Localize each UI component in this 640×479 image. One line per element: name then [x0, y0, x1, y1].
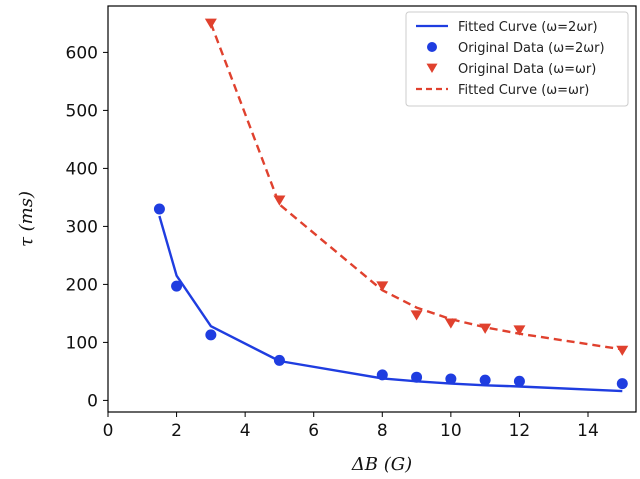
dashed-fit-line: [209, 22, 623, 351]
x-tick-label: 10: [440, 421, 462, 441]
ticks-layer: 0 2 4 6 8 10 12 14 0 100 200 300 400 500 600: [66, 43, 599, 441]
legend: Fitted Curve (ω=2ωr) Original Data (ω=2ωr…: [405, 11, 629, 107]
data-point-triangle: [616, 345, 629, 356]
x-tick-label: 0: [103, 421, 114, 441]
legend-circle-swatch: [427, 42, 437, 52]
plot-area: [107, 5, 637, 413]
legend-label: Original Data (ω=2ωr): [458, 41, 605, 56]
plot-frame: [107, 5, 637, 413]
data-point-triangle: [410, 310, 423, 321]
x-tick-label: 12: [509, 421, 531, 441]
data-point-circle: [273, 354, 285, 366]
data-point-circle: [376, 369, 388, 381]
series-3: [209, 22, 623, 351]
x-tick-label: 6: [308, 421, 319, 441]
y-tick-label: 600: [66, 43, 98, 63]
solid-fit-line: [158, 215, 623, 393]
series-0: [158, 215, 623, 393]
y-axis-label: τ (ms): [16, 191, 37, 247]
x-tick-label: 4: [240, 421, 251, 441]
data-point-circle: [205, 329, 217, 341]
data-point-triangle: [513, 325, 526, 336]
x-tick-label: 2: [171, 421, 182, 441]
data-point-circle: [445, 373, 457, 385]
y-tick-label: 300: [66, 217, 98, 237]
y-tick-label: 200: [66, 275, 98, 295]
legend-label: Original Data (ω=ωr): [458, 62, 596, 77]
data-point-circle: [479, 374, 491, 386]
y-tick-label: 0: [87, 391, 98, 411]
data-point-circle: [513, 375, 525, 387]
legend-triangle-swatch: [426, 63, 438, 73]
data-point-circle: [616, 378, 628, 390]
legend-label: Fitted Curve (ω=ωr): [458, 83, 589, 98]
data-point-circle: [411, 371, 423, 383]
data-point-triangle: [376, 281, 389, 292]
legend-label: Fitted Curve (ω=2ωr): [458, 20, 598, 35]
data-point-triangle: [273, 195, 286, 206]
x-tick-label: 14: [577, 421, 599, 441]
y-tick-label: 400: [66, 159, 98, 179]
x-axis-label: ΔB (G): [351, 454, 412, 475]
series-1: [153, 203, 628, 390]
series-layer: [153, 18, 629, 393]
legend-box: [405, 11, 629, 107]
y-tick-label: 500: [66, 101, 98, 121]
y-tick-label: 100: [66, 333, 98, 353]
data-point-circle: [153, 203, 165, 215]
data-point-circle: [171, 280, 183, 292]
x-tick-label: 8: [377, 421, 388, 441]
